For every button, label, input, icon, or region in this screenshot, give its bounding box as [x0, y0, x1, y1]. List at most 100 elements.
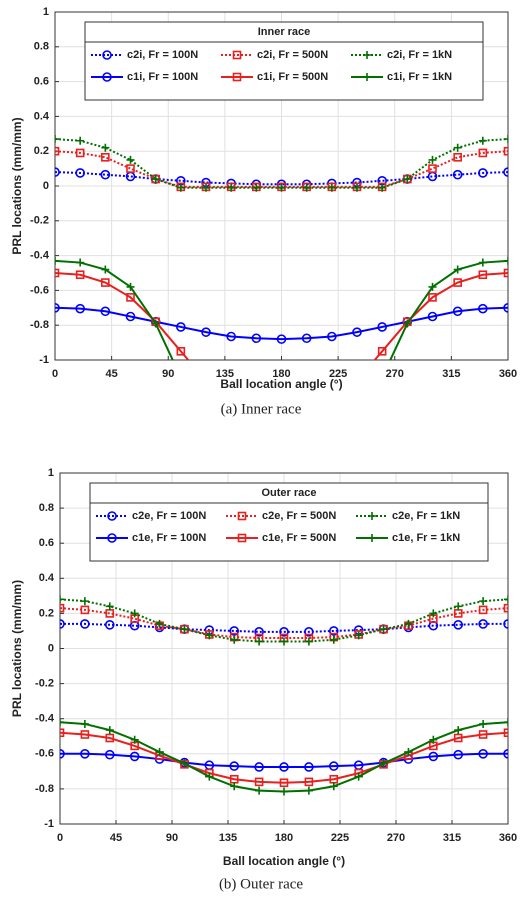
point — [404, 748, 413, 757]
point — [280, 637, 288, 646]
y-tick-label: 0.4 — [34, 110, 50, 122]
point — [55, 303, 60, 313]
legend-label: c1e, Fr = 100N — [132, 532, 206, 544]
point — [75, 148, 85, 158]
y-tick-label: -1 — [44, 818, 54, 830]
point — [352, 327, 362, 337]
point — [301, 333, 312, 344]
point — [125, 311, 136, 322]
point — [126, 293, 135, 302]
point — [205, 772, 214, 781]
point — [180, 759, 189, 768]
legend-label: c1i, Fr = 1kN — [387, 71, 452, 83]
point — [176, 346, 186, 356]
point — [429, 735, 438, 744]
point — [279, 778, 289, 788]
point — [503, 167, 508, 177]
legend-label: c2e, Fr = 1kN — [392, 510, 460, 522]
point — [428, 164, 437, 173]
point — [126, 282, 135, 291]
point — [155, 619, 164, 628]
legend-box — [84, 21, 484, 101]
point — [478, 136, 487, 145]
point — [304, 627, 314, 637]
point — [155, 748, 164, 757]
point — [279, 762, 289, 772]
point — [478, 748, 488, 759]
y-tick-label: 0.6 — [39, 537, 54, 549]
point — [504, 595, 508, 604]
point — [227, 183, 236, 192]
point — [80, 748, 90, 759]
x-tick-label: 0 — [52, 368, 58, 380]
legend-label: c2i, Fr = 100N — [127, 49, 198, 61]
point — [478, 148, 488, 158]
y-tick-label: 1 — [43, 6, 49, 18]
point — [377, 322, 387, 332]
point — [126, 164, 135, 173]
point — [101, 265, 110, 274]
legend-box — [89, 482, 489, 562]
point — [363, 51, 371, 59]
series-line — [55, 272, 508, 360]
point — [478, 258, 487, 267]
point — [478, 168, 488, 178]
legend-label: c2i, Fr = 500N — [257, 49, 328, 61]
point — [452, 169, 463, 180]
point — [302, 183, 311, 192]
point — [126, 155, 135, 164]
point — [378, 183, 387, 192]
legend-title: Inner race — [258, 26, 311, 38]
legend-title: Outer race — [261, 487, 316, 499]
point — [503, 749, 508, 759]
point — [279, 627, 289, 637]
point — [353, 183, 361, 192]
y-tick-label: 0 — [48, 642, 54, 654]
series-line — [55, 306, 508, 341]
point — [129, 751, 140, 762]
point — [60, 718, 64, 727]
point — [60, 749, 65, 759]
plot-frame — [59, 472, 509, 825]
point — [104, 749, 115, 760]
point — [76, 136, 85, 145]
point — [453, 143, 462, 152]
point — [304, 637, 313, 646]
point — [151, 319, 160, 328]
point — [107, 533, 117, 543]
point — [479, 597, 488, 606]
point — [452, 306, 463, 317]
y-tick-label: 0 — [43, 180, 49, 192]
point — [105, 733, 115, 743]
point — [229, 626, 240, 636]
point — [80, 719, 89, 728]
point — [229, 761, 240, 771]
point — [100, 306, 111, 317]
point — [101, 278, 110, 287]
point — [105, 726, 114, 735]
point — [404, 619, 413, 628]
x-tick-label: 180 — [272, 368, 290, 380]
point — [104, 620, 115, 630]
point — [107, 511, 117, 521]
point — [379, 759, 388, 768]
x-tick-label: 360 — [499, 368, 517, 380]
point — [503, 728, 508, 738]
point — [453, 152, 462, 162]
x-tick-label: 180 — [275, 832, 293, 844]
point — [254, 762, 264, 772]
point — [403, 175, 412, 184]
point — [177, 373, 185, 381]
point — [303, 403, 310, 410]
point — [503, 603, 508, 613]
point — [478, 303, 488, 314]
point — [276, 334, 287, 344]
point — [101, 152, 110, 162]
point — [254, 627, 264, 637]
point — [251, 333, 262, 344]
point — [102, 72, 112, 82]
point — [304, 786, 313, 795]
point — [377, 346, 387, 356]
point — [368, 534, 376, 542]
point — [327, 183, 336, 192]
